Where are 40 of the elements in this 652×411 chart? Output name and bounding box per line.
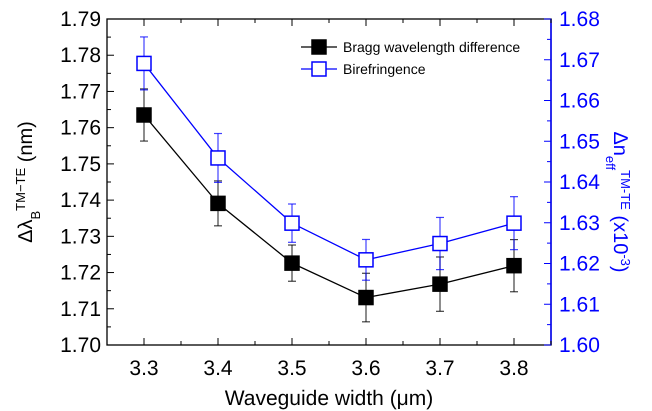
x-tick-label: 3.7 [425,357,455,380]
x-tick-label: 3.3 [129,357,159,380]
y2-tick-label: 1.63 [559,212,600,235]
y2-tick-label: 1.67 [559,48,600,72]
y-tick-label: 1.78 [60,44,101,68]
point [284,255,300,271]
legend-label: Bragg wavelength difference [343,39,520,55]
y2-tick-label: 1.68 [559,8,600,31]
point [284,215,300,231]
y-tick-label: 1.76 [60,116,101,140]
point [358,290,374,306]
y-tick-label: 1.79 [60,8,101,31]
y-tick-label: 1.74 [60,189,102,212]
point [210,150,226,166]
x-tick-label: 3.4 [203,357,233,380]
x-axis-title: Waveguide width (μm) [224,387,434,410]
y-tick-label: 1.71 [60,298,101,321]
y2-tick-label: 1.62 [559,252,600,276]
point [210,196,226,212]
y-tick-label: 1.70 [60,334,101,357]
y-tick-label: 1.75 [60,152,101,176]
y2-tick-label: 1.66 [559,90,600,112]
point [432,276,448,292]
y2-tick-label: 1.61 [559,293,600,316]
point [136,107,152,123]
y-tick-label: 1.72 [60,262,101,285]
point [506,258,522,274]
x-tick-label: 3.6 [351,357,381,380]
y-tick-label: 1.73 [60,225,101,248]
legend-label: Birefringence [343,61,426,77]
x-tick-label: 3.8 [499,357,529,380]
y-tick-label: 1.77 [60,80,101,104]
point [432,236,448,252]
point [358,252,374,268]
point [136,56,152,72]
point [506,215,522,231]
y2-tick-label: 1.64 [559,171,600,194]
y2-tick-label: 1.65 [559,130,600,154]
x-tick-label: 3.5 [277,357,307,380]
y2-tick-label: 1.60 [559,334,600,357]
